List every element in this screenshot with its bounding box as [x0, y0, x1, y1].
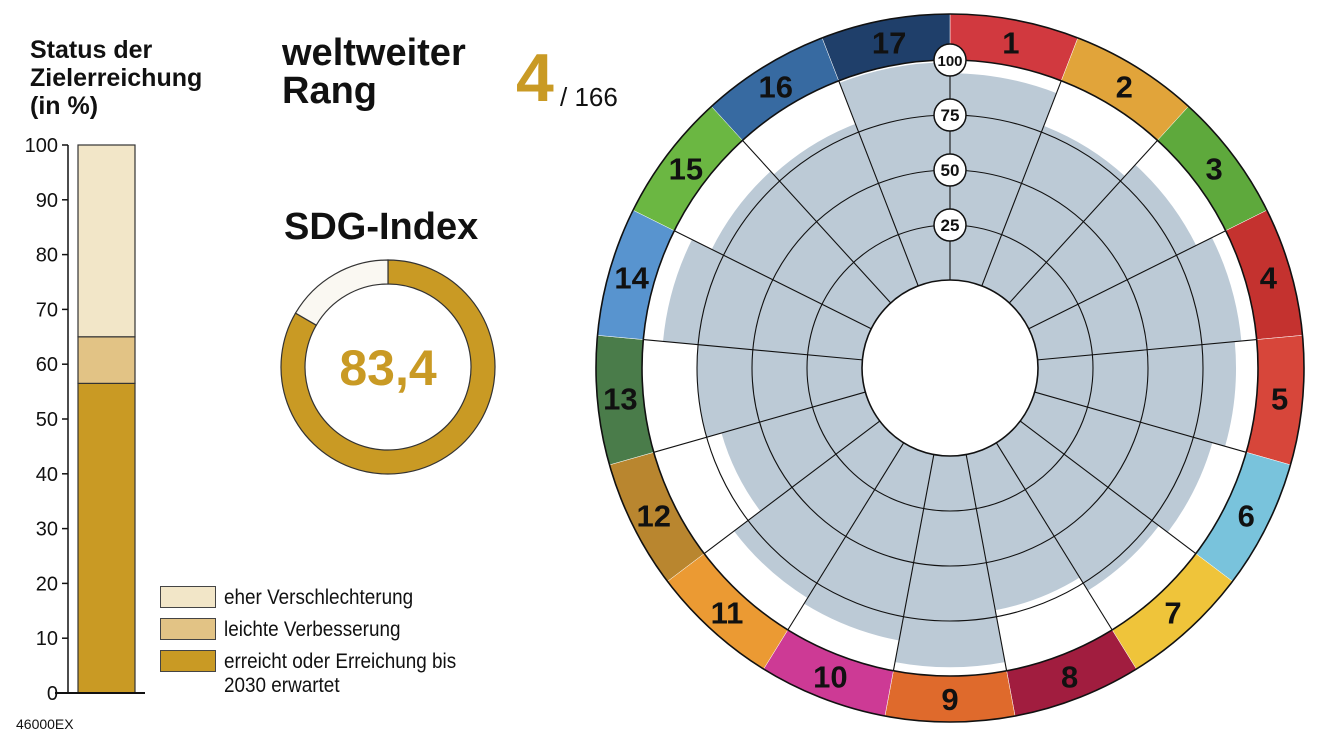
sdg-goal-label: 16 — [759, 70, 793, 105]
y-tick-label: 20 — [36, 573, 58, 595]
sdg-goal-label: 4 — [1260, 260, 1278, 295]
grid-spoke — [965, 454, 1008, 671]
grid-spoke — [653, 391, 866, 453]
sdg-goal-label: 2 — [1116, 70, 1133, 105]
y-tick-label: 30 — [36, 519, 58, 541]
stack-segment — [77, 144, 136, 338]
legend-swatch — [160, 618, 216, 640]
polar-bar — [950, 73, 1057, 286]
polar-bar — [895, 454, 1005, 668]
r-tick-label: 100 — [937, 53, 962, 70]
sdg-goal-label: 8 — [1061, 660, 1078, 695]
grid-spoke — [1028, 230, 1226, 330]
stack-title-line: Zielerreichung — [30, 64, 203, 92]
polar-bar — [773, 123, 919, 303]
polar-bar — [981, 125, 1125, 303]
sdg-goal-label: 6 — [1238, 499, 1255, 534]
rank-value: 4 — [516, 40, 554, 116]
polar-bar — [996, 421, 1159, 591]
rank-total: / 166 — [560, 82, 618, 112]
r-tick-badge — [933, 98, 967, 132]
y-tick-label: 80 — [36, 245, 58, 267]
legend-swatch — [160, 586, 216, 608]
grid-spoke — [838, 80, 919, 287]
sdg-goal-label: 15 — [669, 152, 703, 187]
sdg-goal-label: 12 — [636, 499, 670, 534]
sdg-goal-label: 1 — [1002, 26, 1019, 61]
sdg-goal-label: 13 — [603, 382, 637, 417]
code-label: 46000EX — [16, 716, 74, 732]
r-tick-label: 25 — [941, 216, 960, 235]
polar-bar — [966, 442, 1080, 611]
sdg-goal-label: 9 — [941, 682, 958, 717]
polar-bar — [1009, 164, 1197, 329]
polar-center-hole — [861, 279, 1039, 457]
y-tick-label: 100 — [25, 135, 58, 157]
y-tick-label: 60 — [36, 354, 58, 376]
stack-segment — [77, 336, 136, 384]
legend-label: leichte Verbesserung — [224, 618, 401, 641]
grid-spoke — [703, 420, 881, 555]
grid-spoke — [643, 339, 863, 361]
y-tick-label: 90 — [36, 190, 58, 212]
index-title: SDG-Index — [284, 206, 479, 248]
index-value: 83,4 — [339, 340, 437, 396]
y-tick-label: 0 — [47, 683, 58, 705]
polar-bar — [1034, 341, 1236, 447]
polar-bar — [1020, 392, 1213, 533]
polar-outer-edge — [595, 13, 1305, 723]
grid-spoke — [1019, 420, 1197, 555]
rank-title: weltweiter Rang — [282, 34, 466, 110]
stack-title-line: (in %) — [30, 92, 99, 120]
r-tick-label: 75 — [941, 106, 960, 125]
polar-bar — [734, 421, 904, 599]
sdg-goal-label: 3 — [1206, 152, 1223, 187]
polar-bar — [697, 344, 866, 438]
r-tick-badge — [933, 208, 967, 242]
r-tick-label: 50 — [941, 161, 960, 180]
rank-title-line: Rang — [282, 70, 377, 112]
r-tick-badge — [933, 43, 967, 77]
grid-spoke — [1034, 391, 1247, 453]
y-tick-label: 50 — [36, 409, 58, 431]
r-tick-badge — [933, 153, 967, 187]
stack-segment — [77, 382, 136, 694]
sdg-index-donut: 83,4 — [280, 259, 496, 475]
grid-spoke — [981, 80, 1062, 287]
stacked-bar-chart: 0 10 20 30 40 50 60 70 80 90 100 — [25, 135, 145, 705]
polar-bar — [804, 442, 934, 641]
legend-swatch — [160, 650, 216, 672]
grid-spoke — [995, 442, 1113, 631]
y-tick-label: 40 — [36, 464, 58, 486]
grid-spoke — [742, 140, 892, 304]
rank-title-line: weltweiter — [282, 32, 466, 74]
sdg-goal-label: 14 — [614, 260, 649, 295]
grid-spoke — [1037, 339, 1257, 361]
grid-spoke — [1008, 140, 1158, 304]
grid-spoke — [892, 454, 935, 671]
grid-spoke — [674, 230, 872, 330]
legend-label: erreicht oder Erreichung bis 2030 erwart… — [224, 650, 457, 697]
sdg-goal-label: 7 — [1164, 596, 1181, 631]
sdg-goal-label: 5 — [1271, 382, 1288, 417]
donut-slice — [294, 259, 389, 327]
y-tick-label: 70 — [36, 299, 58, 321]
y-tick-label: 10 — [36, 628, 58, 650]
polar-bar — [663, 239, 872, 360]
legend-label: eher Verschlechterung — [224, 586, 414, 609]
polar-bar — [839, 62, 950, 286]
stack-title-line: Status der — [30, 36, 153, 64]
donut-slice — [280, 259, 496, 475]
sdg-goal-label: 17 — [872, 26, 906, 61]
sdg-goal-label: 11 — [711, 596, 744, 631]
grid-spoke — [787, 442, 905, 631]
stack-chart-title: Status der Zielerreichung (in %) — [30, 36, 202, 120]
sdg-goal-label: 10 — [813, 660, 847, 695]
polar-bar — [711, 171, 891, 329]
